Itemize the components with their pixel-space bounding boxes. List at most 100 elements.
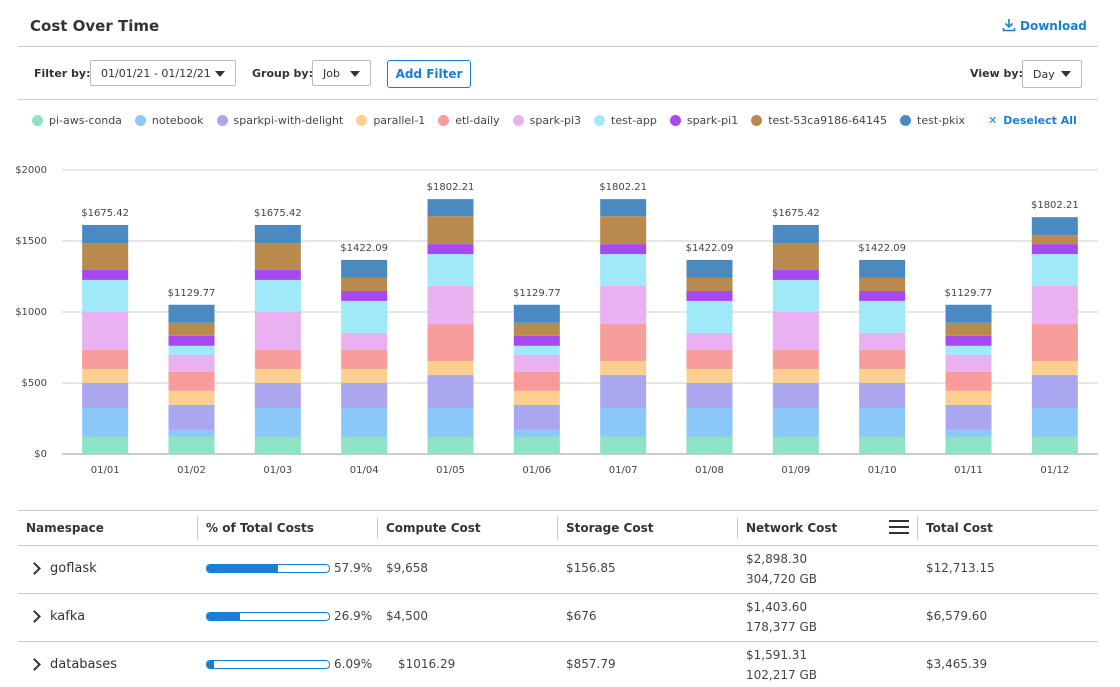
bar-segment: [1032, 361, 1078, 375]
bar-segment: [428, 408, 474, 437]
x-tick-label: 01/01: [91, 465, 120, 476]
bar-segment: [687, 260, 733, 278]
x-tick-label: 01/03: [263, 465, 292, 476]
bar-segment: [687, 301, 733, 333]
bar-segment: [859, 301, 905, 333]
bar-segment: [946, 430, 992, 437]
x-tick-label: 01/09: [781, 465, 810, 476]
divider: [18, 545, 1098, 546]
y-tick-label: $2000: [15, 165, 47, 176]
bar-segment: [859, 278, 905, 291]
x-tick-label: 01/07: [609, 465, 638, 476]
bar-segment: [169, 405, 215, 430]
bar-segment: [341, 350, 387, 369]
bar-segment: [82, 312, 128, 350]
bar-segment: [946, 405, 992, 430]
expand-chevron[interactable]: [28, 562, 41, 575]
bar-segment: [687, 383, 733, 408]
bar-segment: [82, 437, 128, 454]
bar-segment: [514, 391, 560, 405]
bar-segment: [946, 437, 992, 454]
bar-segment: [514, 336, 560, 346]
bar-segment: [255, 225, 301, 243]
network-gb: 178,377 GB: [746, 620, 817, 634]
divider: [18, 593, 1098, 594]
bar-segment: [255, 280, 301, 312]
bar-segment: [428, 437, 474, 454]
bar-segment: [859, 383, 905, 408]
bar-segment: [428, 324, 474, 361]
y-tick-label: $1000: [15, 307, 47, 318]
namespace: goflask: [50, 561, 97, 576]
y-tick-label: $500: [22, 378, 47, 389]
bar-segment: [773, 437, 819, 454]
bar-segment: [428, 286, 474, 324]
column-header: Network Cost: [746, 521, 837, 535]
x-tick-label: 01/06: [522, 465, 551, 476]
total-cost: $3,465.39: [926, 657, 987, 671]
bar-segment: [341, 333, 387, 350]
x-tick-label: 01/08: [695, 465, 724, 476]
bar-segment: [600, 286, 646, 324]
chart: $0$500$1000$1500$2000$1675.4201/01$1129.…: [0, 0, 1120, 490]
column-header: Compute Cost: [386, 521, 481, 535]
bar-segment: [859, 437, 905, 454]
bar-segment: [687, 350, 733, 369]
bar-segment: [255, 383, 301, 408]
bar-segment: [600, 437, 646, 454]
bar-segment: [428, 244, 474, 254]
total-label: $1802.21: [599, 182, 647, 193]
percent-fill: [207, 565, 278, 572]
bar-segment: [82, 369, 128, 383]
total-label: $1675.42: [772, 208, 820, 219]
bar-segment: [946, 372, 992, 391]
bar-segment: [169, 336, 215, 346]
percent-label: 26.9%: [334, 609, 372, 623]
bar-segment: [255, 350, 301, 369]
column-header: % of Total Costs: [206, 521, 314, 535]
bar-segment: [255, 408, 301, 437]
network-gb: 102,217 GB: [746, 668, 817, 682]
compute-cost: $4,500: [386, 609, 428, 623]
bar-segment: [514, 355, 560, 372]
bar-segment: [82, 225, 128, 243]
bar-segment: [341, 301, 387, 333]
column-header: Total Cost: [926, 521, 993, 535]
bar-segment: [428, 199, 474, 216]
bar-segment: [946, 336, 992, 346]
bar-segment: [514, 323, 560, 336]
bar-segment: [600, 216, 646, 244]
expand-chevron[interactable]: [28, 658, 41, 671]
bar-segment: [687, 437, 733, 454]
bar-segment: [687, 333, 733, 350]
bar-segment: [82, 270, 128, 280]
bar-segment: [341, 369, 387, 383]
namespace: databases: [50, 657, 117, 672]
total-cost: $6,579.60: [926, 609, 987, 623]
bar-segment: [946, 355, 992, 372]
bar-segment: [1032, 254, 1078, 286]
divider: [18, 510, 1098, 511]
bar-segment: [1032, 244, 1078, 254]
total-label: $1802.21: [427, 182, 475, 193]
expand-chevron[interactable]: [28, 610, 41, 623]
y-tick-label: $0: [34, 449, 47, 460]
bar-segment: [255, 437, 301, 454]
bar-segment: [773, 225, 819, 243]
bar-segment: [600, 254, 646, 286]
percent-bar: [206, 660, 330, 669]
column-menu[interactable]: [889, 520, 909, 538]
column-divider: [737, 517, 738, 539]
total-cost: $12,713.15: [926, 561, 995, 575]
storage-cost: $857.79: [566, 657, 616, 671]
bar-segment: [600, 199, 646, 216]
network-cost: $1,591.31: [746, 648, 807, 662]
bar-segment: [169, 430, 215, 437]
bar-segment: [169, 346, 215, 355]
bar-segment: [946, 305, 992, 323]
percent-label: 6.09%: [334, 657, 372, 671]
bar-segment: [255, 312, 301, 350]
bar-segment: [1032, 437, 1078, 454]
total-label: $1129.77: [513, 288, 561, 299]
